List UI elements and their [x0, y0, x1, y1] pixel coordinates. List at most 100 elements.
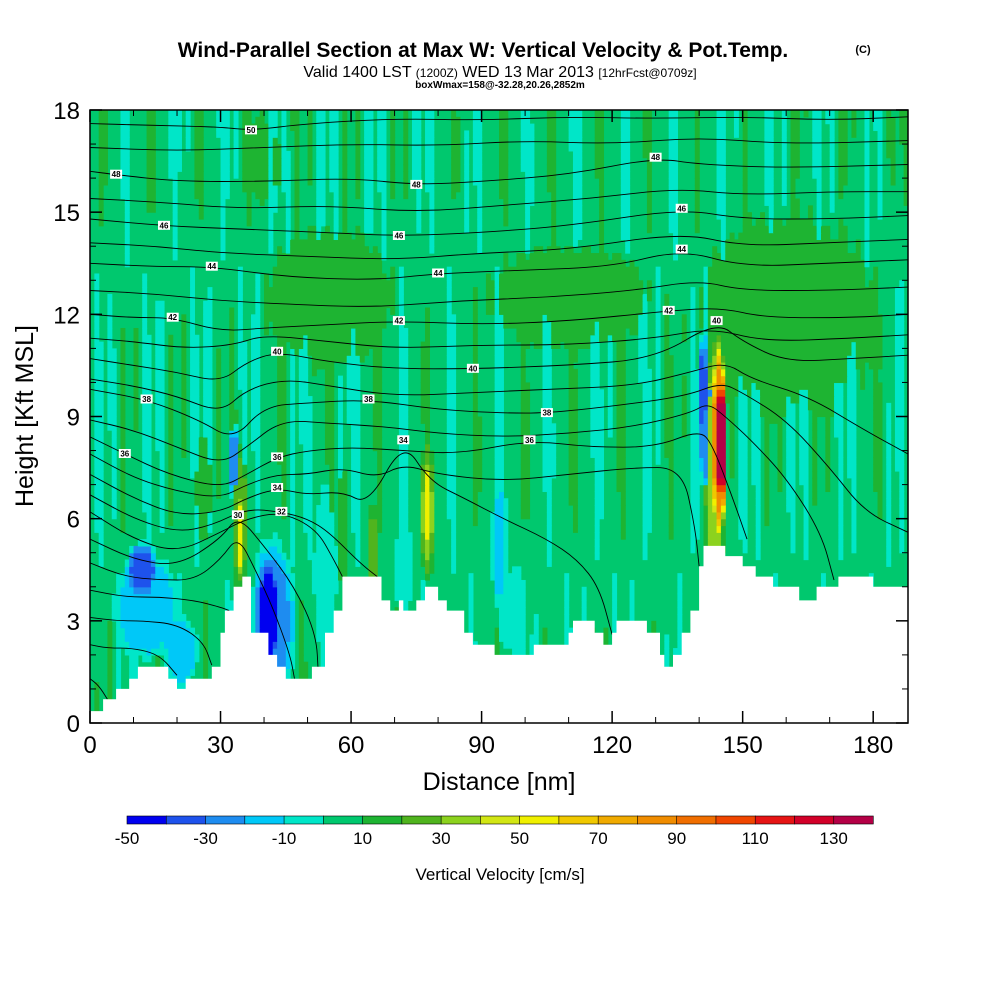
field-cell — [285, 212, 291, 220]
field-cell — [712, 341, 718, 349]
field-cell — [446, 280, 452, 288]
field-cell — [468, 593, 474, 601]
field-cell — [324, 430, 335, 438]
field-cell — [499, 614, 526, 622]
field-cell — [799, 396, 809, 404]
field-cell — [377, 157, 387, 166]
field-cell — [116, 661, 122, 670]
field-cell — [847, 402, 857, 411]
field-cell — [707, 491, 713, 499]
field-cell — [864, 246, 870, 254]
field-cell — [250, 423, 261, 431]
field-cell — [520, 423, 531, 431]
field-cell — [847, 457, 857, 465]
field-cell — [159, 457, 165, 465]
field-cell — [886, 552, 892, 561]
field-cell — [694, 116, 700, 125]
field-cell — [716, 498, 722, 506]
contour-label: 50 — [245, 125, 257, 135]
field-cell — [751, 416, 761, 424]
field-cell — [277, 368, 287, 377]
field-cell — [281, 484, 287, 493]
field-cell — [664, 321, 670, 329]
field-cell — [203, 402, 213, 411]
field-cell — [890, 178, 896, 186]
field-cell — [259, 620, 278, 629]
colorbar-swatch — [794, 815, 835, 825]
field-cell — [642, 307, 648, 315]
field-cell — [98, 552, 104, 561]
field-cell — [294, 164, 300, 172]
field-cell — [237, 559, 243, 567]
field-cell — [690, 505, 700, 513]
field-cell — [699, 355, 705, 363]
field-cell — [168, 484, 174, 493]
field-cell — [712, 246, 718, 254]
field-cell — [525, 232, 531, 241]
field-cell — [690, 382, 700, 390]
field-cell — [477, 232, 483, 241]
field-cell — [716, 491, 726, 499]
field-cell — [364, 178, 374, 186]
field-cell — [838, 164, 848, 172]
field-cell — [146, 171, 156, 179]
colorbar-tick-label: -10 — [272, 829, 297, 848]
field-cell — [242, 539, 248, 547]
field-cell — [790, 396, 800, 404]
field-cell — [738, 511, 748, 520]
field-cell — [311, 566, 339, 574]
field-cell — [720, 525, 726, 533]
field-cell — [425, 307, 430, 315]
field-cell — [346, 368, 361, 377]
field-cell — [120, 389, 126, 397]
field-cell — [886, 539, 892, 547]
field-cell — [755, 382, 835, 390]
field-cell — [316, 116, 326, 125]
field-cell — [699, 436, 709, 445]
field-cell — [716, 191, 726, 200]
field-cell — [168, 382, 174, 390]
field-cell — [268, 164, 274, 172]
field-cell — [494, 368, 504, 377]
field-cell — [716, 402, 726, 411]
field-cell — [677, 627, 683, 636]
field-cell — [159, 484, 165, 493]
field-cell — [690, 409, 700, 418]
field-cell — [712, 484, 718, 493]
field-cell — [520, 505, 531, 513]
field-cell — [864, 178, 870, 186]
field-cell — [429, 225, 435, 234]
contour-line-42 — [90, 308, 908, 331]
field-cell — [446, 498, 457, 506]
field-cell — [503, 253, 509, 261]
field-cell — [220, 253, 226, 261]
field-cell — [420, 505, 426, 513]
field-cell — [290, 246, 370, 254]
field-cell — [242, 470, 248, 479]
field-cell — [338, 477, 348, 486]
field-cell — [281, 123, 287, 132]
field-cell — [250, 327, 261, 336]
field-cell — [877, 511, 883, 520]
field-cell — [494, 600, 526, 608]
field-cell — [303, 341, 309, 349]
field-cell — [886, 130, 896, 138]
field-cell — [616, 430, 626, 438]
field-cell — [707, 355, 713, 363]
field-cell — [338, 423, 343, 431]
field-cell — [668, 184, 678, 193]
field-cell — [764, 457, 770, 465]
field-cell — [838, 539, 844, 547]
field-cell — [229, 436, 239, 445]
field-cell — [294, 232, 300, 241]
field-cell — [816, 198, 822, 206]
field-cell — [220, 212, 226, 220]
field-cell — [398, 505, 409, 513]
field-cell — [281, 498, 287, 506]
field-cell — [203, 409, 213, 418]
field-cell — [120, 334, 126, 343]
field-cell — [564, 341, 591, 349]
field-cell — [520, 389, 531, 397]
field-cell — [868, 280, 879, 288]
field-cell — [425, 157, 435, 166]
